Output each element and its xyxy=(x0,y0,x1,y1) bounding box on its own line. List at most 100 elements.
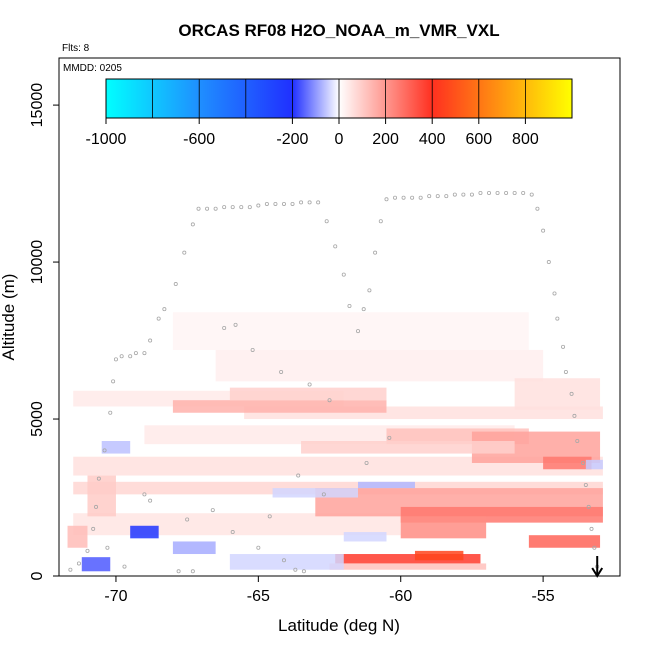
y-axis: 0 5000 10000 15000 xyxy=(29,83,59,580)
track-point xyxy=(410,195,415,200)
track-point xyxy=(196,206,201,211)
track-point xyxy=(162,307,167,312)
track-point xyxy=(230,530,235,535)
colorbar-tick-label: 0 xyxy=(335,131,344,148)
track-point xyxy=(387,435,392,440)
track-point xyxy=(364,460,369,465)
arrow-head xyxy=(591,567,604,578)
y-axis-label: Altitude (m) xyxy=(0,274,18,361)
track-point xyxy=(444,194,449,199)
x-tick-label: -70 xyxy=(104,588,127,605)
track-point xyxy=(561,344,566,349)
track-point xyxy=(96,476,101,481)
y-tick-label: 15000 xyxy=(29,83,46,128)
track-point xyxy=(552,291,557,296)
heat-cell xyxy=(172,312,529,350)
heat-cell xyxy=(172,400,387,413)
track-point xyxy=(321,492,326,497)
track-point xyxy=(347,304,352,309)
track-point xyxy=(316,200,321,205)
track-point xyxy=(384,197,389,202)
track-point xyxy=(580,460,585,465)
flight-track xyxy=(68,190,600,574)
track-point xyxy=(119,354,124,359)
heat-cell xyxy=(130,525,159,539)
heat-cell xyxy=(335,554,481,564)
track-point xyxy=(190,569,195,574)
track-point xyxy=(94,504,99,509)
track-point xyxy=(586,504,591,509)
x-tick-label: -55 xyxy=(532,588,555,605)
track-point xyxy=(182,250,187,255)
heat-cell xyxy=(343,532,387,542)
heat-cell xyxy=(301,441,515,454)
track-point xyxy=(264,201,269,206)
track-point xyxy=(267,514,272,519)
heat-cell xyxy=(414,550,464,561)
track-point xyxy=(108,410,113,415)
flights-label: Flts: 8 xyxy=(62,43,90,54)
track-point xyxy=(85,548,90,553)
track-point xyxy=(256,203,261,208)
track-point xyxy=(535,206,540,211)
heat-cell xyxy=(358,481,415,489)
track-point xyxy=(113,357,118,362)
track-point xyxy=(452,192,457,197)
track-point xyxy=(546,260,551,265)
track-point xyxy=(105,545,110,550)
heat-cell xyxy=(585,459,603,470)
track-point xyxy=(307,382,312,387)
track-point xyxy=(190,222,195,227)
colorbar: -1000 -600 -200 0 200 400 600 800 xyxy=(86,78,573,148)
colorbar-tick-label: 800 xyxy=(512,131,539,148)
heat-cell xyxy=(229,554,344,570)
track-point xyxy=(307,200,312,205)
track-point xyxy=(301,569,306,574)
track-point xyxy=(222,205,227,210)
track-point xyxy=(324,219,329,224)
arrow-down-icon xyxy=(591,556,604,578)
track-point xyxy=(504,190,509,195)
track-point xyxy=(299,200,304,205)
track-point xyxy=(341,272,346,277)
colorbar-tick-label: 400 xyxy=(419,131,446,148)
track-point xyxy=(427,194,432,199)
track-point xyxy=(529,192,534,197)
x-tick-label: -65 xyxy=(247,588,270,605)
track-point xyxy=(250,347,255,352)
x-axis: -70 -65 -60 -55 xyxy=(104,576,555,605)
track-point xyxy=(102,448,107,453)
track-point xyxy=(247,205,252,210)
track-point xyxy=(418,195,423,200)
track-point xyxy=(142,351,147,356)
track-point xyxy=(572,413,577,418)
x-tick-label: -60 xyxy=(389,588,412,605)
track-point xyxy=(68,567,73,572)
track-point xyxy=(111,379,116,384)
x-axis-label: Latitude (deg N) xyxy=(278,616,400,635)
track-point xyxy=(487,190,492,195)
track-point xyxy=(541,228,546,233)
track-point xyxy=(176,569,181,574)
plot-area: MMDD: 0205 xyxy=(58,57,621,577)
heat-cell xyxy=(172,541,216,555)
track-point xyxy=(333,244,338,249)
track-point xyxy=(296,473,301,478)
colorbar-tick-label: -200 xyxy=(276,131,308,148)
track-point xyxy=(293,567,298,572)
track-point xyxy=(173,282,178,287)
heat-cell xyxy=(528,535,601,548)
track-point xyxy=(478,190,483,195)
track-point xyxy=(583,482,588,487)
heat-cell xyxy=(73,456,603,476)
track-point xyxy=(575,439,580,444)
heatmap-cells xyxy=(67,312,603,572)
colorbar-tick-label: 600 xyxy=(465,131,492,148)
track-point xyxy=(156,316,161,321)
track-point xyxy=(367,288,372,293)
y-tick-label: 0 xyxy=(29,571,46,580)
track-point xyxy=(148,338,153,343)
track-point xyxy=(555,316,560,321)
chart-title: ORCAS RF08 H2O_NOAA_m_VMR_VXL xyxy=(178,21,499,40)
